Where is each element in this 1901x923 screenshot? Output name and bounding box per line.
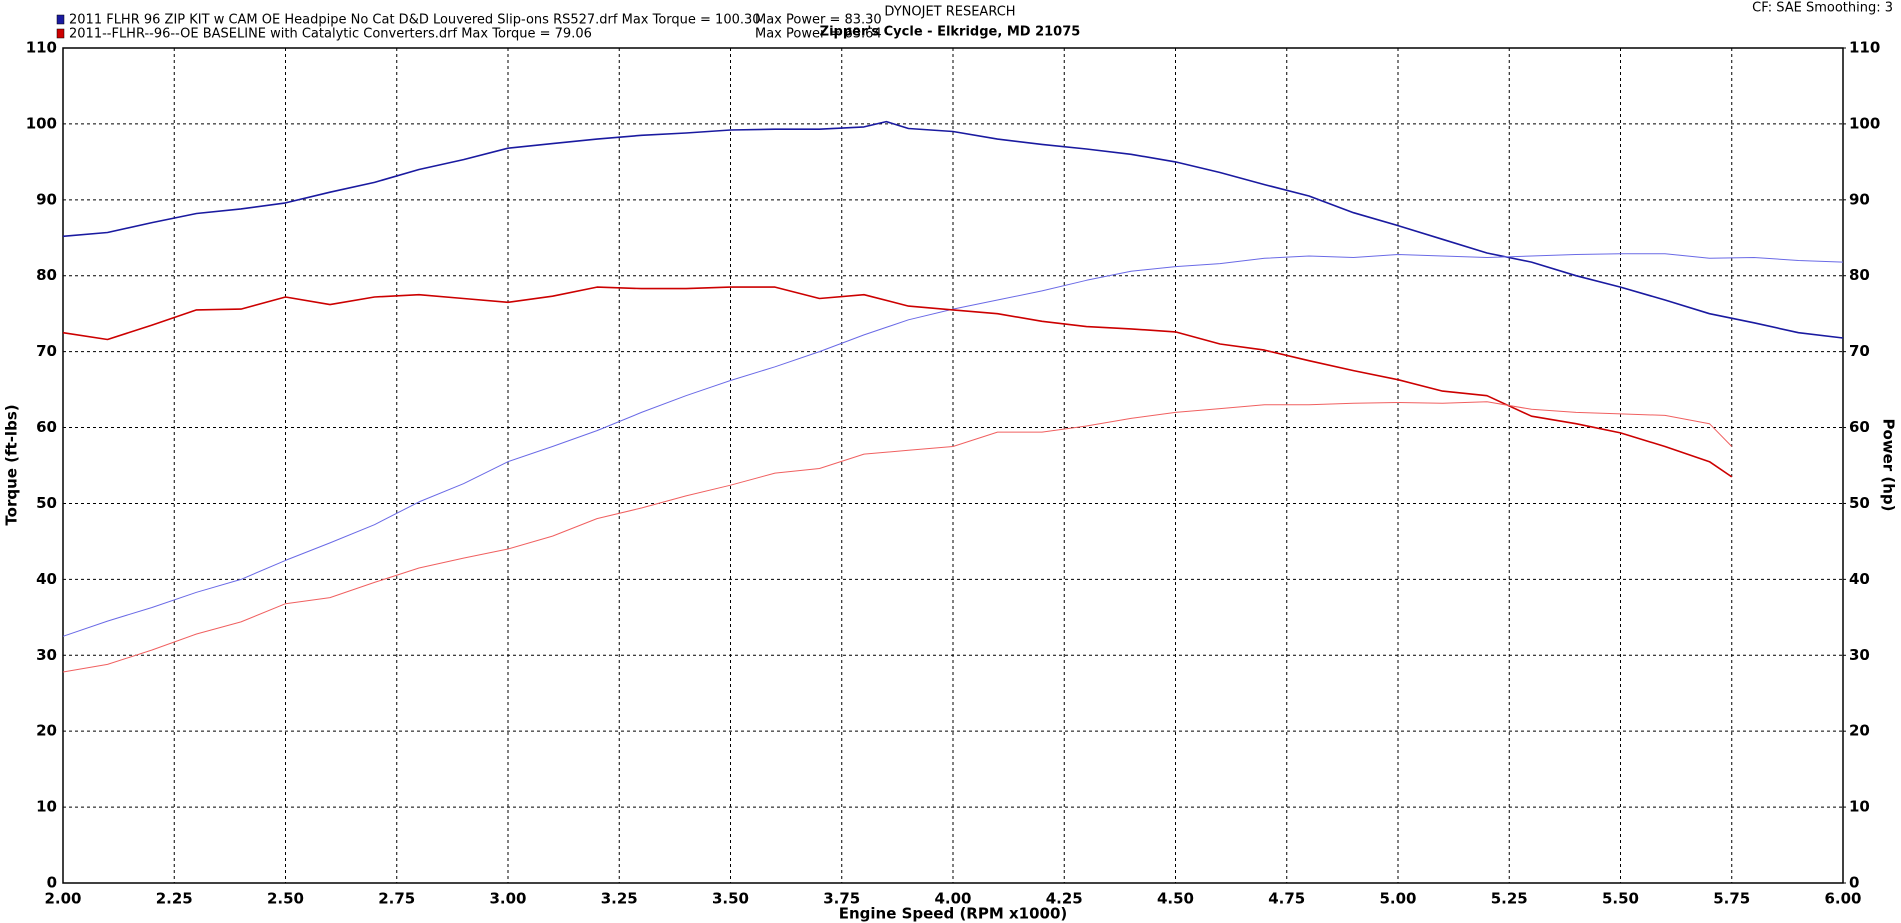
y-tick-label: 10 <box>36 798 57 816</box>
x-tick-label: 2.50 <box>267 890 304 908</box>
y-tick-label: 50 <box>36 494 57 512</box>
y2-tick-label: 100 <box>1849 114 1880 132</box>
y2-tick-label: 10 <box>1849 798 1870 816</box>
y2-tick-label: 90 <box>1849 190 1870 208</box>
legend-label: Max Power = 83.30 <box>755 13 882 28</box>
y2-tick-label: 40 <box>1849 570 1870 588</box>
data-line <box>62 120 1844 339</box>
legend-label: Max Power = 63.64 <box>755 27 882 42</box>
y-tick-label: 100 <box>26 114 57 132</box>
y-tick-label: 60 <box>36 418 57 436</box>
x-tick-label: 4.00 <box>934 890 971 908</box>
x-tick-label: 5.25 <box>1491 890 1528 908</box>
x-tick-label: 5.50 <box>1602 890 1639 908</box>
x-tick-label: 2.00 <box>44 890 81 908</box>
y-axis-title: Torque (ft-lbs) <box>3 404 21 525</box>
y-tick-label: 30 <box>36 646 57 664</box>
chart-title: DYNOJET RESEARCH <box>884 5 1015 20</box>
legend-swatch <box>56 14 65 25</box>
y-tick-label: 90 <box>36 190 57 208</box>
y-tick-label: 0 <box>47 874 57 892</box>
legend-label: 2011 FLHR 96 ZIP KIT w CAM OE Headpipe N… <box>69 13 761 28</box>
y2-tick-label: 20 <box>1849 722 1870 740</box>
x-tick-label: 3.00 <box>489 890 526 908</box>
x-tick-label: 5.75 <box>1713 890 1750 908</box>
y-tick-label: 80 <box>36 266 57 284</box>
y-tick-label: 40 <box>36 570 57 588</box>
x-tick-label: 4.25 <box>1046 890 1083 908</box>
x-tick-label: 2.25 <box>156 890 193 908</box>
x-tick-label: 3.25 <box>601 890 638 908</box>
data-line <box>62 286 1733 478</box>
annotation: CF: SAE Smoothing: 3 <box>1752 1 1893 16</box>
x-tick-label: 3.75 <box>823 890 860 908</box>
y2-tick-label: 70 <box>1849 342 1870 360</box>
x-tick-label: 4.50 <box>1157 890 1194 908</box>
x-tick-label: 2.75 <box>378 890 415 908</box>
y2-tick-label: 0 <box>1849 874 1859 892</box>
x-axis-title: Engine Speed (RPM x1000) <box>839 905 1068 923</box>
chart-subtitle: Zipper's Cycle - Elkridge, MD 21075 <box>820 25 1081 40</box>
y2-tick-label: 30 <box>1849 646 1870 664</box>
y-tick-label: 20 <box>36 722 57 740</box>
y2-tick-label: 60 <box>1849 418 1870 436</box>
y2-tick-label: 50 <box>1849 494 1870 512</box>
plot-frame <box>62 47 1844 884</box>
y2-axis-title: Power (hp) <box>1880 418 1898 511</box>
y-tick-label: 110 <box>26 39 57 57</box>
legend-swatch <box>56 28 65 39</box>
x-tick-label: 6.00 <box>1824 890 1861 908</box>
x-tick-label: 3.50 <box>712 890 749 908</box>
x-tick-label: 4.75 <box>1268 890 1305 908</box>
x-tick-label: 5.00 <box>1379 890 1416 908</box>
data-line <box>62 401 1733 673</box>
y-tick-label: 70 <box>36 342 57 360</box>
y2-tick-label: 110 <box>1849 39 1880 57</box>
legend-label: 2011--FLHR--96--OE BASELINE with Catalyt… <box>69 27 592 42</box>
y2-tick-label: 80 <box>1849 266 1870 284</box>
